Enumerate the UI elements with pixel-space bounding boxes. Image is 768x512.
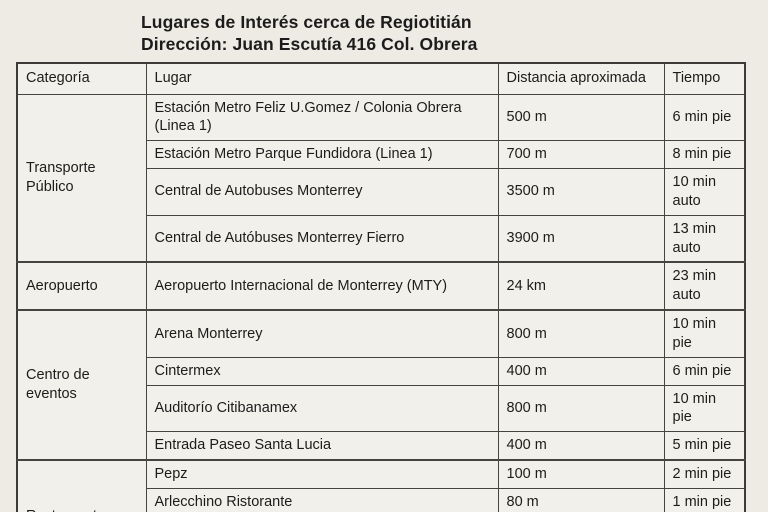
header-distancia: Distancia aproximada [497,62,665,95]
table-row: Transporte Público Estación Metro Feliz … [16,93,746,263]
time-cell: 13 min auto [663,214,746,263]
place-cell: Estación Metro Parque Fundidora (Linea 1… [145,140,499,170]
time-cell: 6 min pie [663,356,746,386]
place-cell: Central de Autobuses Monterrey [145,168,499,216]
table-row: Auditorío Citibanamex 800 m 10 min pie [17,384,746,433]
page-subtitle: Dirección: Juan Escutía 416 Col. Obrera [141,34,478,54]
header-lugar: Lugar [145,62,499,95]
time-cell: 10 min auto [663,168,746,216]
category-cell: Transporte Público [16,93,147,263]
time-cell: 2 min pie [663,459,746,490]
time-cell: 23 min auto [663,261,746,311]
time-cell: 1 min pie [663,488,746,512]
distance-cell: 100 m [497,459,665,490]
distance-cell: 800 m [497,309,665,358]
header-categoria: Categoría [16,62,147,95]
distance-cell: 3900 m [497,214,665,263]
distance-cell: 24 km [497,261,665,311]
table-row: Centro de eventos Arena Monterrey 800 m … [16,309,746,461]
time-cell: 6 min pie [663,93,746,142]
time-cell: 5 min pie [663,431,746,461]
place-cell: Estación Metro Feliz U.Gomez / Colonia O… [145,93,499,142]
title-block: Lugares de Interés cerca de Regiotitián … [141,0,768,55]
category-cell: Restaurante [16,459,147,512]
time-cell: 10 min pie [663,384,746,433]
table-row: Aeropuerto Aeropuerto Internacional de M… [16,261,746,311]
place-cell: Aeropuerto Internacional de Monterrey (M… [145,261,499,311]
place-cell: Entrada Paseo Santa Lucia [145,431,499,461]
table-row: Estación Metro Parque Fundidora (Linea 1… [17,140,746,170]
time-cell: 10 min pie [663,309,746,358]
header-row: Categoría Lugar Distancia aproximada Tie… [16,62,746,95]
places-table: Categoría Lugar Distancia aproximada Tie… [16,62,746,512]
table-row: Cintermex 400 m 6 min pie [17,356,746,386]
distance-cell: 400 m [497,356,665,386]
distance-cell: 500 m [497,93,665,142]
table-row: Arlecchino Ristorante 80 m 1 min pie [17,488,746,512]
distance-cell: 400 m [497,431,665,461]
category-cell: Centro de eventos [16,309,147,461]
header-tiempo: Tiempo [663,62,746,95]
place-cell: Pepz [145,459,499,490]
distance-cell: 700 m [497,140,665,170]
distance-cell: 3500 m [497,168,665,216]
time-cell: 8 min pie [663,140,746,170]
category-cell: Aeropuerto [16,261,147,311]
table-row: Restaurante Pepz 100 m 2 min pie [16,459,746,512]
place-cell: Cintermex [145,356,499,386]
place-cell: Central de Autóbuses Monterrey Fierro [145,214,499,263]
place-cell: Auditorío Citibanamex [145,384,499,433]
table-row: Central de Autobuses Monterrey 3500 m 10… [17,168,746,216]
table-row: Entrada Paseo Santa Lucia 400 m 5 min pi… [17,431,746,461]
page-title: Lugares de Interés cerca de Regiotitián [141,12,472,32]
table-row: Central de Autóbuses Monterrey Fierro 39… [17,214,746,263]
distance-cell: 80 m [497,488,665,512]
place-cell: Arlecchino Ristorante [145,488,499,512]
place-cell: Arena Monterrey [145,309,499,358]
distance-cell: 800 m [497,384,665,433]
